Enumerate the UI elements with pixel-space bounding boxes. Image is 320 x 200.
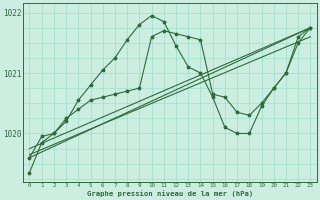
- X-axis label: Graphe pression niveau de la mer (hPa): Graphe pression niveau de la mer (hPa): [87, 190, 253, 197]
